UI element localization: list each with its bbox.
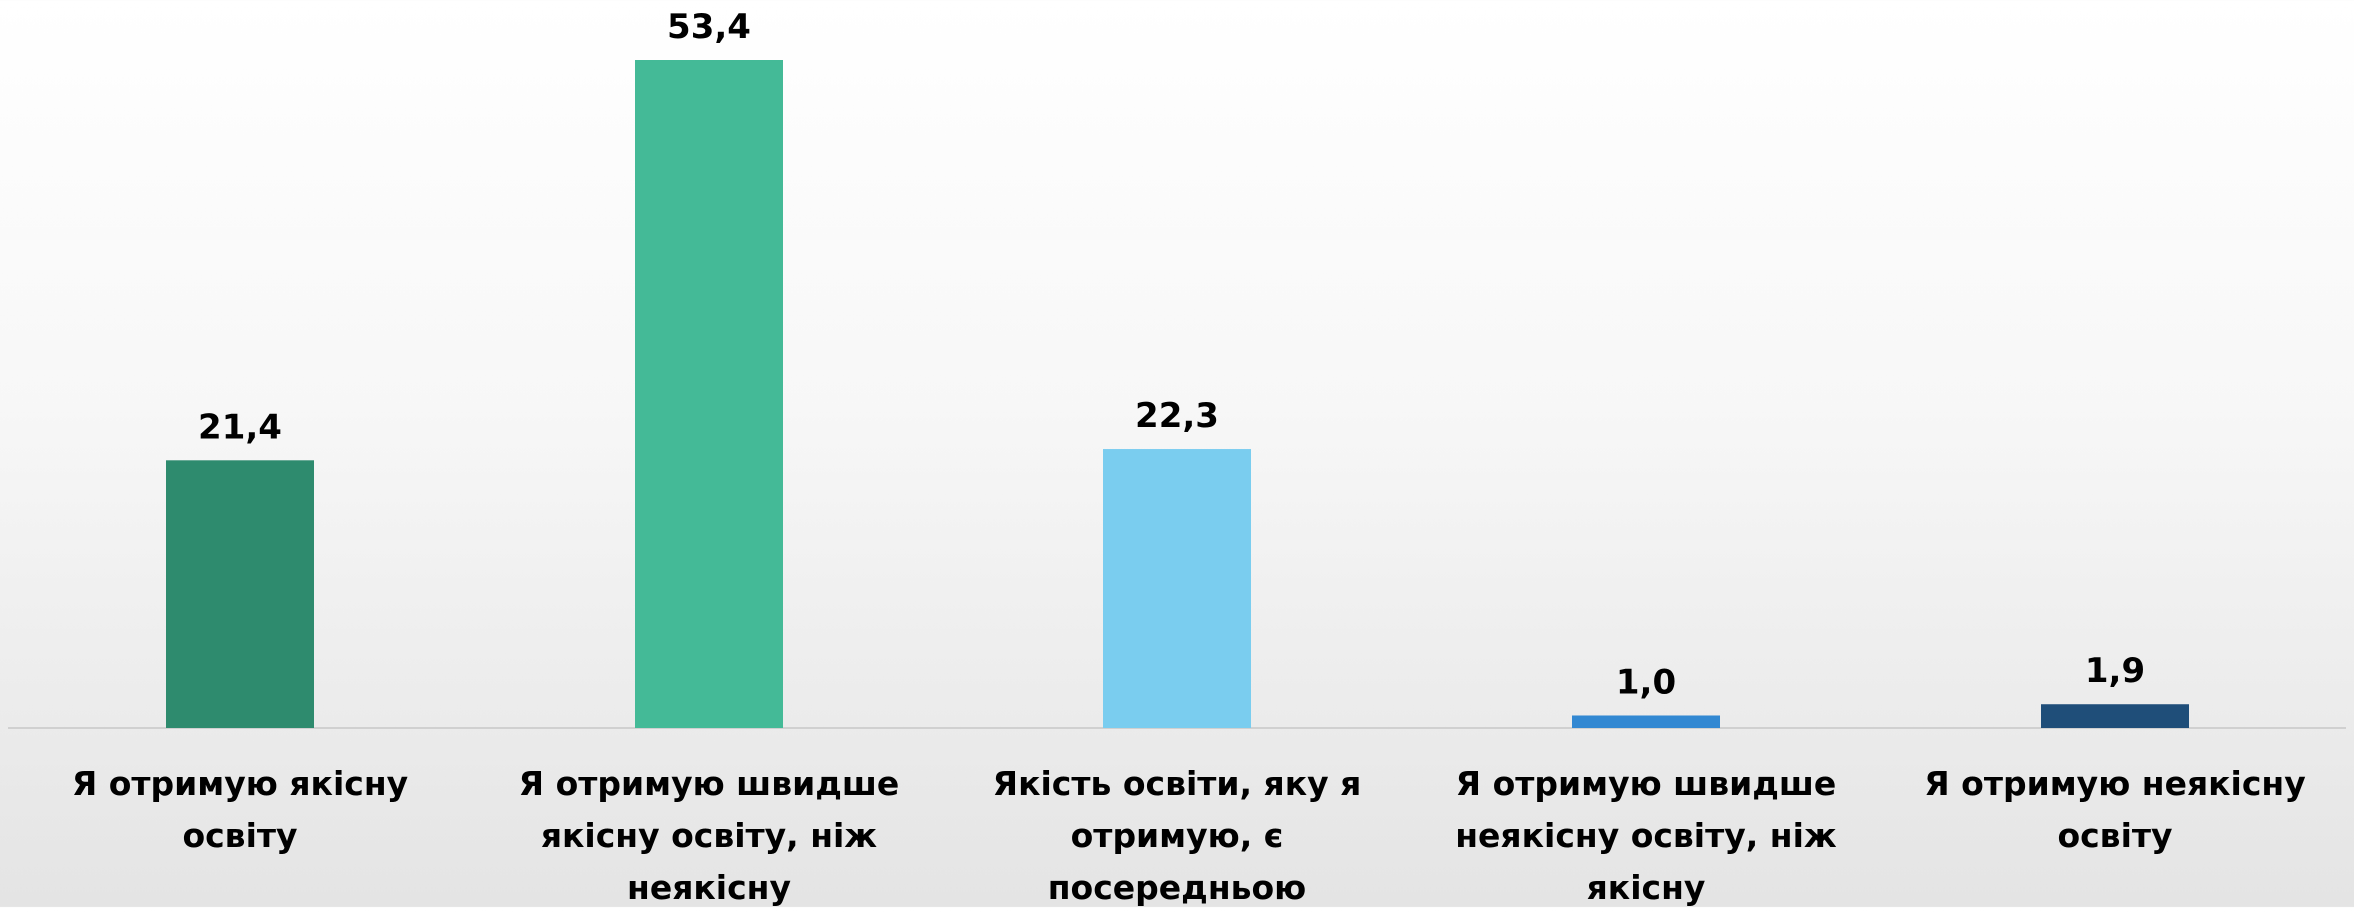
data-label-4: 1,0 [1616, 662, 1676, 702]
category-label-1: Я отримую якісну освіту [71, 764, 409, 855]
bar-1 [166, 460, 314, 728]
bar-3 [1103, 449, 1251, 728]
data-label-2: 53,4 [667, 7, 751, 47]
category-label-4: Я отримую швидше неякісну освіту, ніж як… [1455, 764, 1837, 907]
data-label-3: 22,3 [1135, 396, 1219, 436]
bar-5 [2041, 704, 2189, 728]
bar-2 [635, 60, 783, 728]
category-label-5: Я отримую неякісну освіту [1924, 764, 2306, 855]
data-label-5: 1,9 [2085, 651, 2145, 691]
category-label-3: Якість освіти, яку я отримую, є посередн… [992, 764, 1362, 907]
data-label-1: 21,4 [198, 407, 282, 447]
bar-4 [1572, 715, 1720, 728]
category-label-2: Я отримую швидше якісну освіту, ніж неяк… [518, 764, 900, 907]
